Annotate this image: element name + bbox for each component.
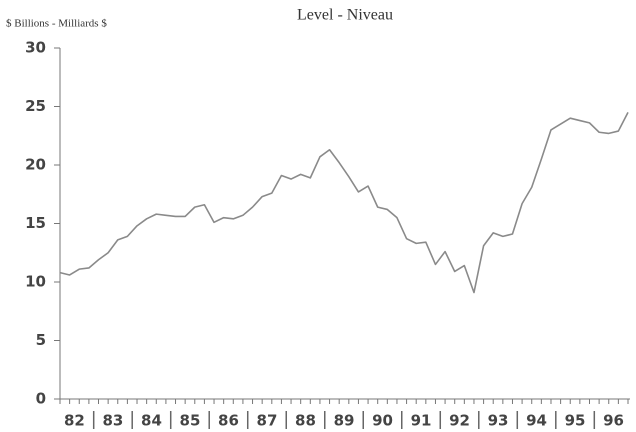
y-tick-label: 10 xyxy=(25,273,46,291)
x-tick-label: 88 xyxy=(295,412,316,430)
x-tick-label: 82 xyxy=(64,412,85,430)
y-tick-label: 30 xyxy=(25,39,46,57)
y-tick-label: 5 xyxy=(36,331,46,349)
x-tick-label: 92 xyxy=(449,412,470,430)
x-tick-label: 83 xyxy=(103,412,124,430)
x-tick-label: 85 xyxy=(180,412,201,430)
x-tick-label: 95 xyxy=(565,412,586,430)
y-axis-label: $ Billions - Milliards $ xyxy=(6,18,107,30)
data-line xyxy=(59,111,629,294)
y-tick-label: 15 xyxy=(25,214,46,232)
chart-title: Level - Niveau xyxy=(297,7,393,24)
y-tick-label: 0 xyxy=(36,390,46,408)
y-tick-label: 25 xyxy=(25,97,46,115)
x-tick-label: 86 xyxy=(218,412,239,430)
x-tick-label: 93 xyxy=(488,412,509,430)
x-tick-label: 84 xyxy=(141,412,162,430)
x-tick-label: 94 xyxy=(526,412,547,430)
x-tick-label: 96 xyxy=(603,412,624,430)
x-tick-label: 87 xyxy=(257,412,278,430)
x-tick-label: 90 xyxy=(372,412,393,430)
x-tick-label: 91 xyxy=(411,412,432,430)
y-tick-label: 20 xyxy=(25,156,46,174)
x-tick-label: 89 xyxy=(334,412,355,430)
